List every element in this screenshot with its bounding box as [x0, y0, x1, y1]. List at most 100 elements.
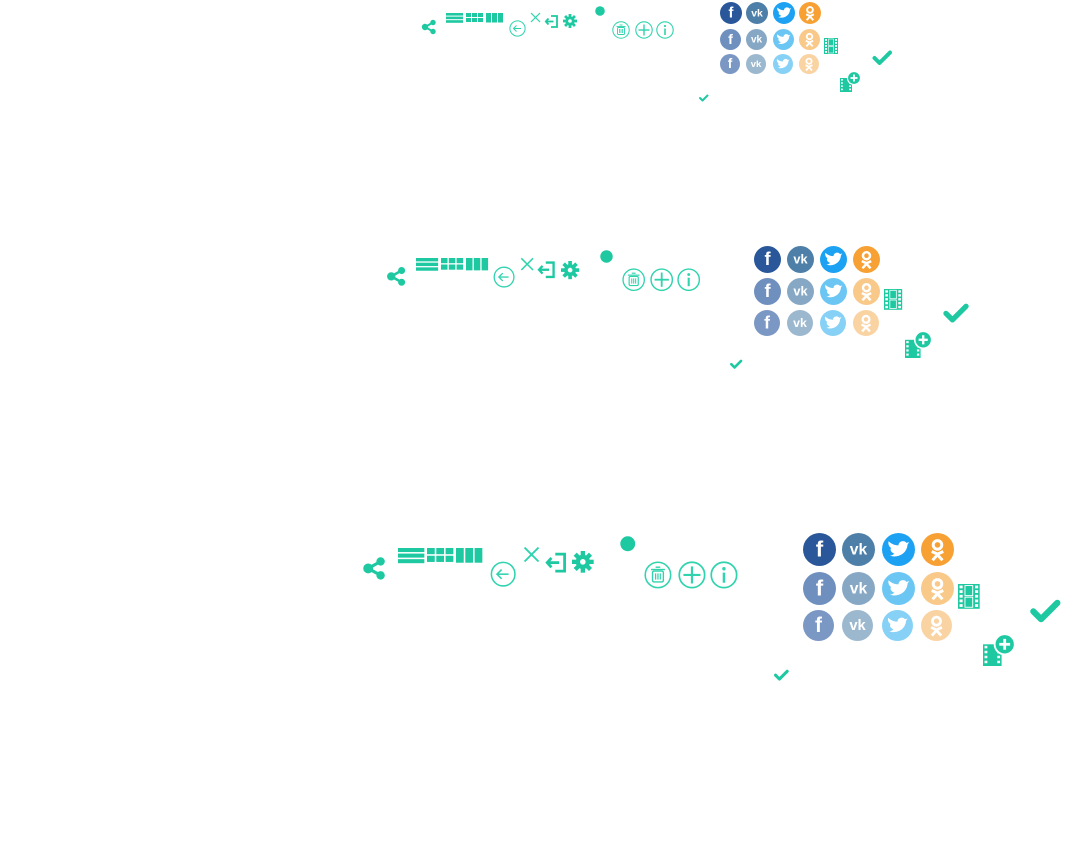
- film-add-icon[interactable]: [840, 70, 862, 93]
- facebook-icon[interactable]: f: [803, 610, 834, 641]
- share-icon[interactable]: [386, 266, 407, 287]
- twitter-icon[interactable]: [820, 246, 847, 273]
- svg-text:f: f: [728, 56, 733, 71]
- svg-text:vk: vk: [793, 284, 808, 299]
- status-dot-icon: [595, 6, 605, 16]
- svg-text:f: f: [728, 32, 733, 48]
- vk-icon[interactable]: vk: [787, 310, 813, 336]
- facebook-icon[interactable]: f: [720, 2, 742, 24]
- facebook-icon[interactable]: f: [803, 572, 836, 605]
- logout-icon[interactable]: [545, 551, 568, 574]
- vk-icon[interactable]: vk: [746, 2, 768, 24]
- settings-icon[interactable]: [561, 261, 580, 280]
- twitter-icon[interactable]: [773, 2, 795, 24]
- twitter-icon[interactable]: [882, 572, 915, 605]
- info-circle-icon[interactable]: [677, 268, 701, 292]
- columns-view-icon[interactable]: [456, 548, 483, 564]
- plus-circle-icon[interactable]: [650, 268, 674, 292]
- facebook-icon[interactable]: f: [720, 54, 740, 74]
- facebook-icon[interactable]: f: [720, 29, 741, 50]
- twitter-icon[interactable]: [882, 533, 915, 566]
- twitter-icon[interactable]: [773, 29, 794, 50]
- svg-text:vk: vk: [850, 541, 868, 558]
- vk-icon[interactable]: vk: [787, 246, 814, 273]
- svg-text:vk: vk: [849, 618, 866, 634]
- status-dot-icon: [620, 536, 636, 552]
- trash-circle-icon[interactable]: [644, 561, 672, 589]
- svg-text:f: f: [816, 536, 824, 561]
- svg-text:f: f: [815, 614, 822, 637]
- facebook-icon[interactable]: f: [754, 246, 781, 273]
- list-view-icon[interactable]: [398, 548, 425, 564]
- odnoklassniki-icon[interactable]: [853, 310, 879, 336]
- vk-icon[interactable]: vk: [746, 29, 767, 50]
- close-icon[interactable]: [523, 546, 540, 563]
- odnoklassniki-icon[interactable]: [921, 610, 952, 641]
- svg-text:vk: vk: [793, 316, 807, 330]
- facebook-icon[interactable]: f: [754, 278, 781, 305]
- columns-view-icon[interactable]: [486, 13, 503, 23]
- film-add-icon[interactable]: [905, 330, 933, 359]
- trash-circle-icon[interactable]: [622, 268, 646, 292]
- facebook-icon[interactable]: f: [754, 310, 780, 336]
- odnoklassniki-icon[interactable]: [921, 533, 954, 566]
- svg-text:f: f: [816, 575, 824, 600]
- film-add-icon[interactable]: [983, 633, 1016, 668]
- grid-view-icon[interactable]: [427, 548, 454, 564]
- status-dot-icon: [600, 250, 613, 263]
- vk-icon[interactable]: vk: [842, 533, 875, 566]
- svg-text:f: f: [764, 312, 770, 332]
- share-icon[interactable]: [362, 556, 387, 581]
- svg-text:vk: vk: [751, 35, 763, 46]
- checkmark-icon: [1030, 599, 1061, 623]
- vk-icon[interactable]: vk: [746, 54, 766, 74]
- svg-text:f: f: [729, 6, 734, 22]
- svg-text:vk: vk: [850, 580, 868, 597]
- settings-icon[interactable]: [563, 14, 577, 28]
- twitter-icon[interactable]: [773, 54, 793, 74]
- vk-icon[interactable]: vk: [842, 610, 873, 641]
- film-icon: [958, 584, 980, 609]
- settings-icon[interactable]: [572, 551, 594, 573]
- svg-text:vk: vk: [793, 252, 808, 267]
- facebook-icon[interactable]: f: [803, 533, 836, 566]
- odnoklassniki-icon[interactable]: [921, 572, 954, 605]
- plus-circle-icon[interactable]: [678, 561, 706, 589]
- trash-circle-icon[interactable]: [612, 21, 630, 39]
- film-icon: [884, 289, 903, 310]
- close-icon[interactable]: [520, 257, 534, 271]
- svg-text:f: f: [764, 281, 771, 301]
- close-icon[interactable]: [530, 12, 541, 23]
- plus-circle-icon[interactable]: [635, 21, 653, 39]
- twitter-icon[interactable]: [820, 310, 846, 336]
- odnoklassniki-icon[interactable]: [799, 54, 819, 74]
- vk-icon[interactable]: vk: [787, 278, 814, 305]
- film-icon: [824, 38, 838, 54]
- odnoklassniki-icon[interactable]: [799, 2, 821, 24]
- back-arrow-circle-icon[interactable]: [493, 266, 515, 288]
- vk-icon[interactable]: vk: [842, 572, 875, 605]
- checkmark-icon: [872, 50, 892, 65]
- svg-text:vk: vk: [751, 59, 762, 70]
- odnoklassniki-icon[interactable]: [853, 246, 880, 273]
- share-icon[interactable]: [421, 19, 437, 35]
- odnoklassniki-icon[interactable]: [799, 29, 820, 50]
- back-arrow-circle-icon[interactable]: [490, 561, 516, 587]
- grid-view-icon[interactable]: [441, 258, 464, 271]
- info-circle-icon[interactable]: [710, 561, 738, 589]
- columns-view-icon[interactable]: [466, 258, 489, 271]
- list-view-icon[interactable]: [446, 13, 463, 23]
- twitter-icon[interactable]: [882, 610, 913, 641]
- grid-view-icon[interactable]: [466, 13, 483, 23]
- logout-icon[interactable]: [544, 14, 559, 29]
- odnoklassniki-icon[interactable]: [853, 278, 880, 305]
- svg-text:vk: vk: [751, 8, 763, 19]
- back-arrow-circle-icon[interactable]: [509, 20, 526, 37]
- checkmark-small-icon: [774, 669, 789, 681]
- info-circle-icon[interactable]: [656, 21, 674, 39]
- twitter-icon[interactable]: [820, 278, 847, 305]
- list-view-icon[interactable]: [416, 258, 439, 271]
- logout-icon[interactable]: [537, 260, 556, 280]
